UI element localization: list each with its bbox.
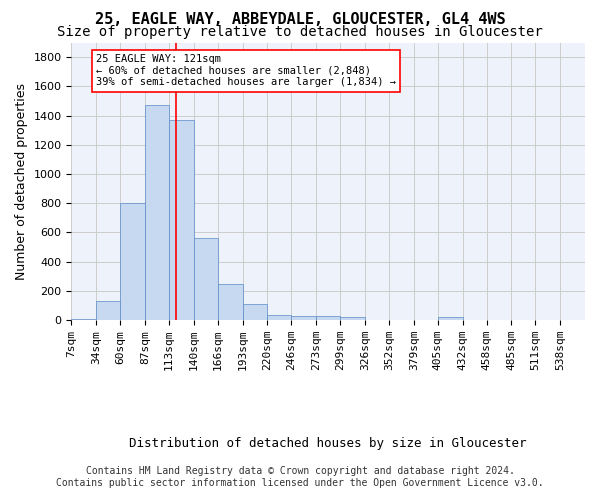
Bar [96, 301, 120, 320]
Text: Contains HM Land Registry data © Crown copyright and database right 2024.
Contai: Contains HM Land Registry data © Crown c… [56, 466, 544, 487]
Bar [194, 238, 218, 320]
Bar [169, 120, 194, 320]
Bar [242, 304, 268, 320]
Bar [268, 315, 292, 320]
Bar [120, 203, 145, 320]
Bar [218, 284, 242, 320]
Bar [292, 316, 316, 320]
Text: Size of property relative to detached houses in Gloucester: Size of property relative to detached ho… [57, 25, 543, 39]
Bar [340, 317, 365, 320]
Text: 25, EAGLE WAY, ABBEYDALE, GLOUCESTER, GL4 4WS: 25, EAGLE WAY, ABBEYDALE, GLOUCESTER, GL… [95, 12, 505, 28]
Text: 25 EAGLE WAY: 121sqm
← 60% of detached houses are smaller (2,848)
39% of semi-de: 25 EAGLE WAY: 121sqm ← 60% of detached h… [96, 54, 396, 88]
X-axis label: Distribution of detached houses by size in Gloucester: Distribution of detached houses by size … [130, 437, 527, 450]
Bar [145, 106, 169, 320]
Y-axis label: Number of detached properties: Number of detached properties [15, 83, 28, 280]
Bar [71, 318, 96, 320]
Bar [438, 317, 463, 320]
Bar [316, 316, 340, 320]
